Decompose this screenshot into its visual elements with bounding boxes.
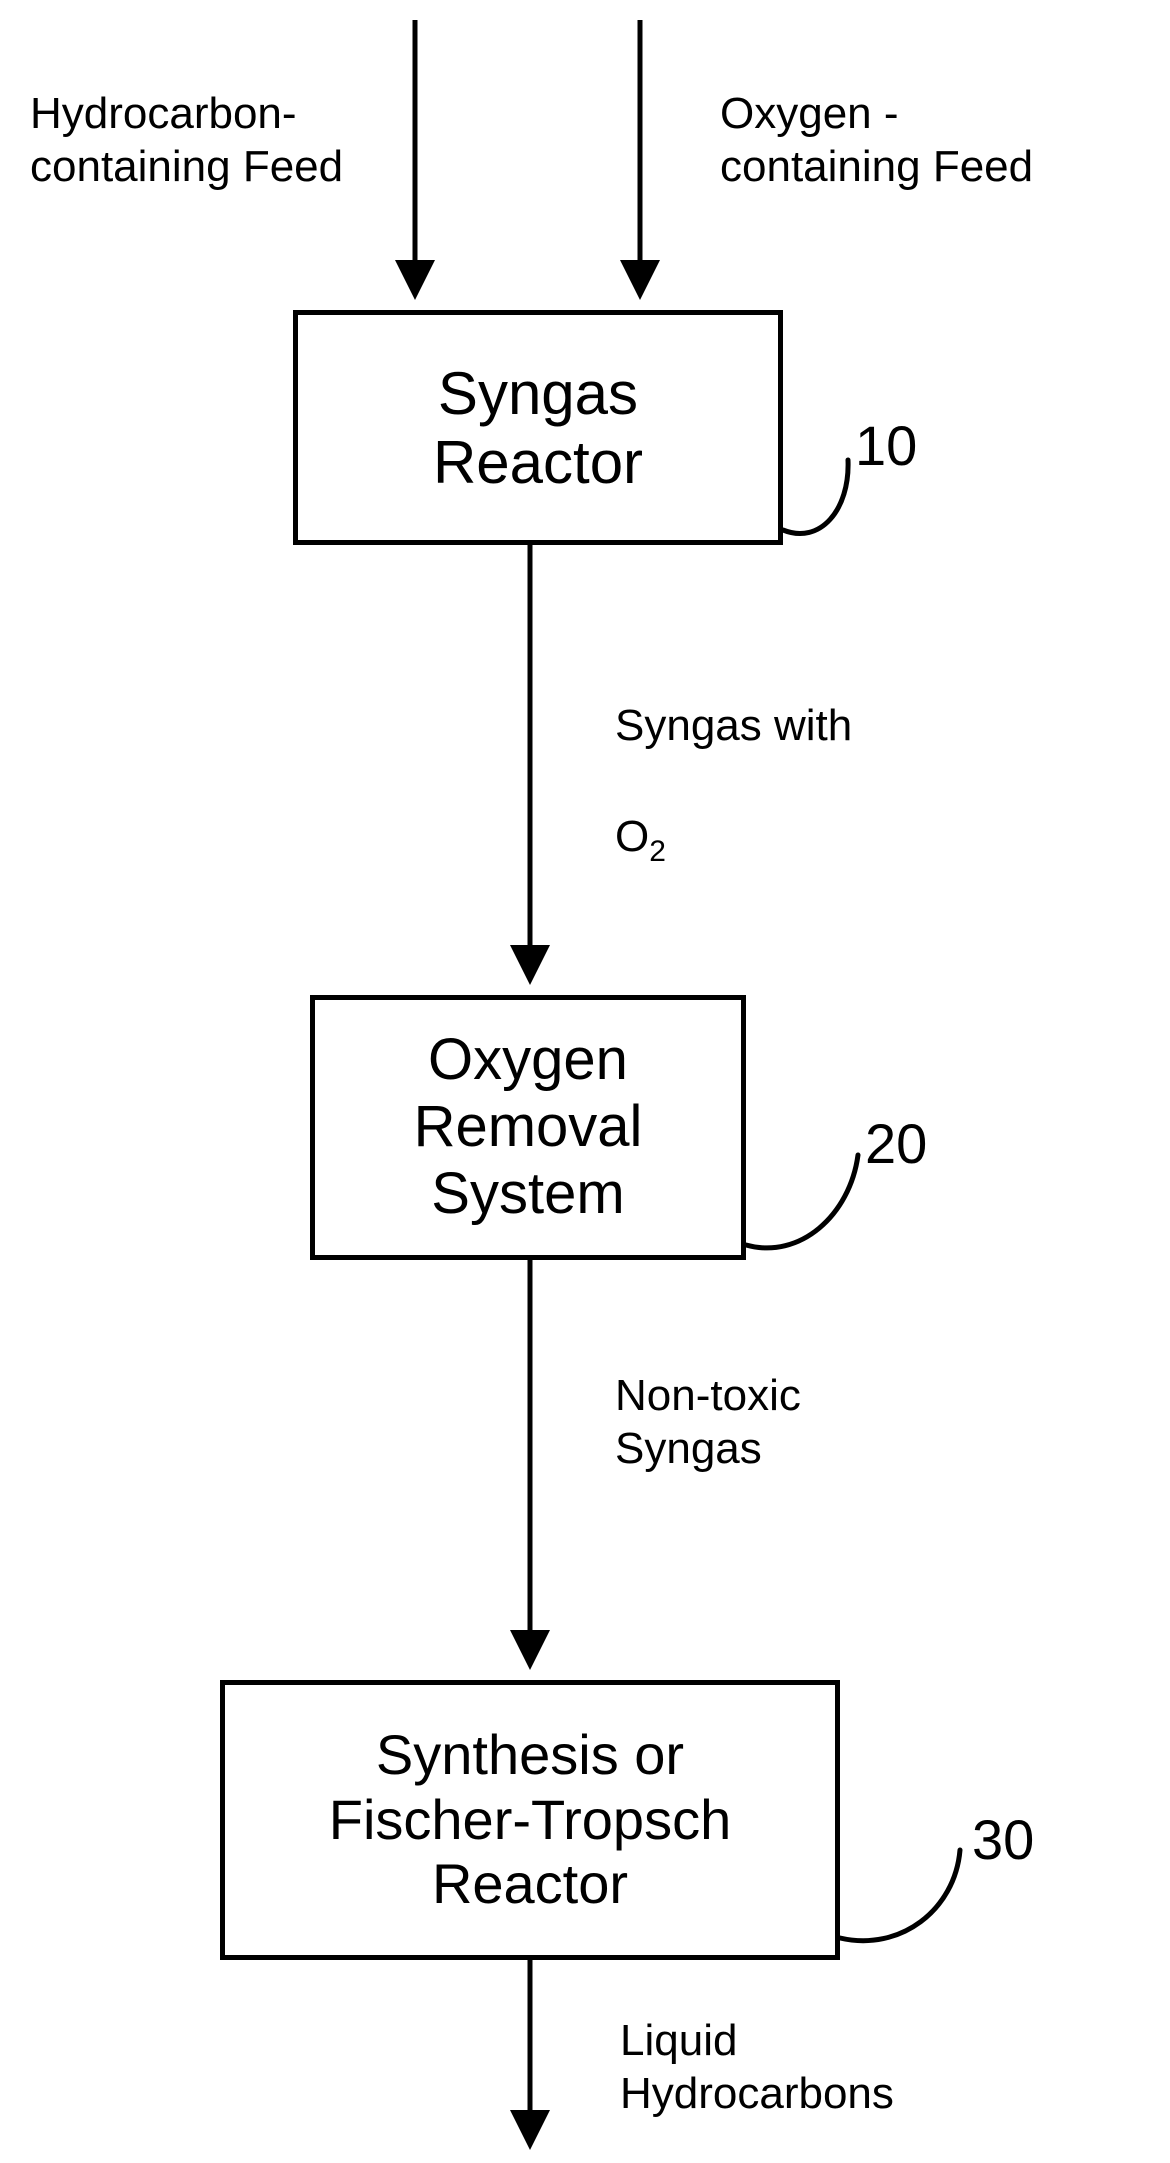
label-hydrocarbon-feed: Hydrocarbon- containing Feed	[30, 88, 390, 194]
node-syngas-reactor: Syngas Reactor	[293, 310, 783, 545]
label-syngas-with-o2-line1: Syngas with	[615, 700, 975, 753]
node-fischer-tropsch-label: Synthesis or Fischer-Tropsch Reactor	[329, 1723, 731, 1916]
reference-number-10: 10	[855, 418, 917, 474]
flowchart-canvas: Syngas Reactor Oxygen Removal System Syn…	[0, 0, 1170, 2163]
label-oxygen-feed: Oxygen - containing Feed	[720, 88, 1100, 194]
label-syngas-with-o2-line2: O2	[615, 758, 666, 870]
node-fischer-tropsch-reactor: Synthesis or Fischer-Tropsch Reactor	[220, 1680, 840, 1960]
reference-number-20: 20	[865, 1116, 927, 1172]
label-liquid-hydrocarbons: Liquid Hydrocarbons	[620, 2015, 970, 2121]
label-non-toxic-syngas: Non-toxic Syngas	[615, 1370, 915, 1476]
o2-subscript: 2	[649, 835, 666, 868]
reference-number-30: 30	[972, 1812, 1034, 1868]
o2-o: O	[615, 812, 649, 861]
node-oxygen-removal-label: Oxygen Removal System	[414, 1027, 643, 1227]
node-syngas-reactor-label: Syngas Reactor	[433, 359, 643, 497]
node-oxygen-removal-system: Oxygen Removal System	[310, 995, 746, 1260]
